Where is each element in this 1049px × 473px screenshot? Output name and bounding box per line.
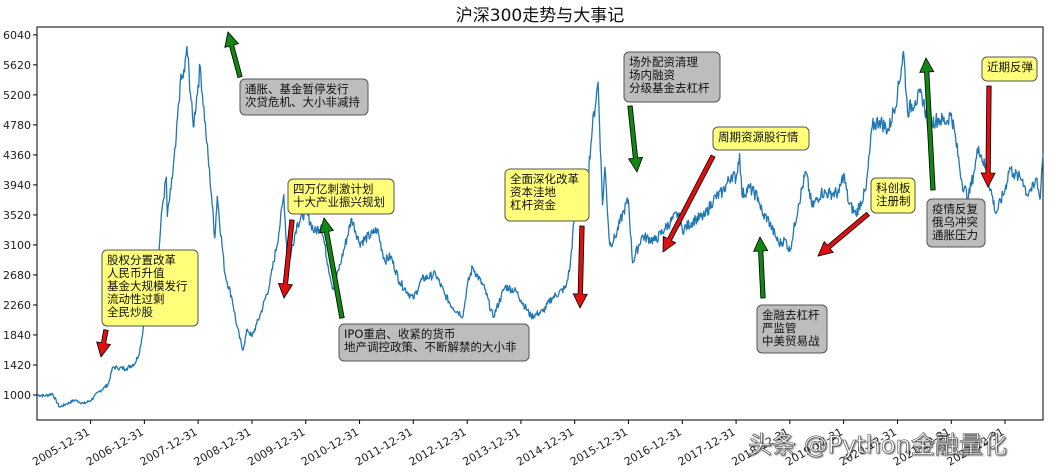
annotation-arrow [96, 329, 112, 358]
annotation-arrow [319, 217, 345, 319]
annotation-text: 俄乌冲突 [932, 215, 978, 229]
annotation-arrow [627, 105, 644, 173]
annotation-text: 杠杆资金 [510, 198, 556, 212]
y-tick-label: 6040 [3, 29, 31, 42]
annotation-arrow [753, 236, 769, 299]
annotation-box [101, 249, 199, 327]
x-tick-label: 2007-12-31 [138, 425, 200, 468]
annotation-text: 地产调控政策、不断解禁的大小非 [344, 340, 517, 354]
y-tick-label: 5620 [3, 59, 31, 72]
annotation-text: 通胀压力 [932, 228, 978, 242]
annotation-text: 中美贸易战 [762, 334, 820, 348]
annotation-arrow [817, 211, 870, 257]
annotation-box [504, 168, 590, 222]
y-tick-label: 4780 [3, 119, 31, 132]
y-tick-label: 4360 [3, 149, 31, 162]
x-tick-label: 2008-12-31 [192, 425, 254, 468]
x-tick-label: 2012-12-31 [407, 425, 469, 468]
annotation-box [239, 78, 369, 116]
annotation-text: 四万亿刺激计划 [293, 182, 374, 196]
y-tick-label: 3940 [3, 179, 31, 192]
chart-title: 沪深300走势与大事记 [456, 6, 624, 26]
annotation-arrow [919, 57, 936, 191]
annotation-text: 十大产业振兴规划 [293, 195, 385, 209]
x-tick-label: 2010-12-31 [299, 425, 361, 468]
annotation-text: 全面深化改革 [510, 172, 579, 186]
annotation-box [870, 177, 916, 214]
annotation-11: 近期反弹 [980, 56, 1038, 188]
annotation-text: 疫情反复 [932, 202, 978, 216]
annotation-arrow [572, 225, 588, 309]
annotation-text: 基金大规模发行 [107, 279, 188, 293]
annotation-box [338, 323, 530, 362]
x-tick-label: 2016-12-31 [622, 425, 684, 468]
annotation-text: 股权分置改革 [107, 253, 176, 267]
y-tick-label: 2260 [3, 299, 31, 312]
annotation-box [981, 56, 1038, 82]
annotation-box [926, 198, 986, 248]
y-tick-label: 3520 [3, 209, 31, 222]
x-tick-label: 2014-12-31 [514, 425, 576, 468]
annotation-text: 场外配资清理 [629, 55, 698, 69]
x-tick-label: 2015-12-31 [568, 425, 630, 468]
annotation-box [287, 178, 395, 215]
annotation-7: 周期资源股行情 [662, 126, 810, 253]
annotation-text: 科创板 [876, 181, 911, 195]
annotation-box [756, 304, 828, 354]
hs300-price-line [37, 45, 1044, 408]
x-tick-label: 2006-12-31 [84, 425, 146, 468]
annotation-text: 严监管 [762, 321, 797, 335]
annotation-text: 近期反弹 [987, 60, 1033, 74]
x-tick-label: 2013-12-31 [461, 425, 523, 468]
annotation-text: 通胀、基金暂停发行 [245, 82, 349, 96]
annotation-arrow [224, 31, 243, 79]
y-tick-label: 1000 [3, 389, 31, 402]
annotation-text: 金融去杠杆 [762, 308, 820, 322]
annotation-text: 场内融资 [629, 68, 675, 82]
annotation-text: 分级基金去杠杆 [629, 81, 710, 95]
annotation-text: 周期资源股行情 [718, 130, 799, 144]
annotation-box [623, 51, 721, 103]
annotation-arrow [277, 219, 295, 299]
plot-frame [36, 26, 1044, 421]
annotation-arrow [662, 154, 716, 253]
annotation-text: 流动性过剩 [107, 292, 165, 306]
y-tick-label: 3100 [3, 239, 31, 252]
x-tick-label: 2009-12-31 [245, 425, 307, 468]
x-tick-label: 2017-12-31 [676, 425, 738, 468]
annotation-text: 全民炒股 [107, 305, 153, 319]
annotation-text: 次贷危机、大小非减持 [245, 95, 360, 109]
annotation-box [712, 126, 810, 151]
annotation-text: IPO重启、收紧的货币 [344, 327, 455, 341]
y-axis: 1000 1420 1840 2260 2680 3100 3520 3940 4360 4780… [3, 29, 37, 402]
annotation-text: 人民币升值 [107, 266, 165, 280]
watermark: 头条 @Python金融量化 [748, 431, 1007, 459]
x-tick-label: 2005-12-31 [30, 425, 92, 468]
annotation-text: 注册制 [876, 194, 911, 208]
y-tick-label: 5200 [3, 89, 31, 102]
y-tick-label: 2680 [3, 269, 31, 282]
annotation-arrow [980, 85, 996, 188]
y-tick-label: 1420 [3, 359, 31, 372]
y-tick-label: 1840 [3, 329, 31, 342]
annotation-text: 资本洼地 [510, 185, 556, 199]
x-tick-label: 2011-12-31 [353, 425, 415, 468]
